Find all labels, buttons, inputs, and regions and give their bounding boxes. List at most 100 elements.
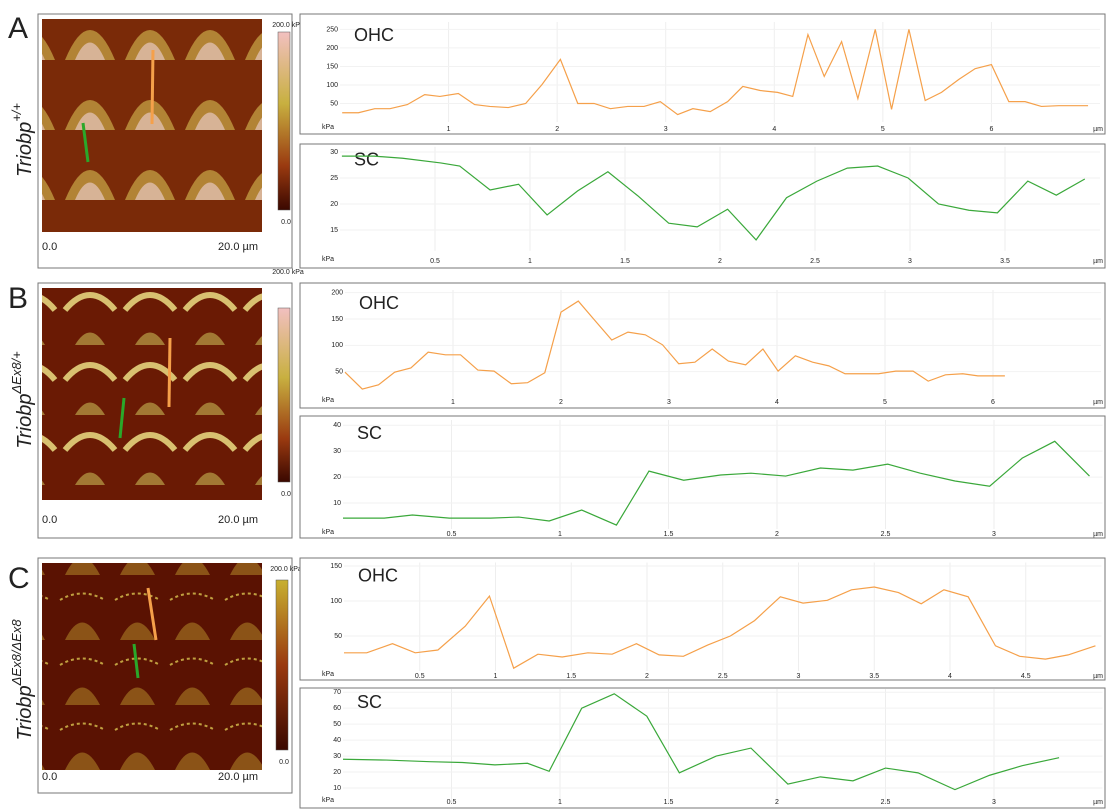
x-tick-label: 0.5 (447, 799, 457, 806)
x-tick-label: 3 (908, 258, 912, 265)
data-line (344, 300, 1005, 390)
data-line (342, 29, 1089, 116)
y-tick-label: 20 (333, 769, 341, 776)
image-b (37, 282, 293, 539)
colorbar-max: 200.0 kPa (272, 22, 304, 29)
chart-frame (299, 687, 1106, 809)
colorbar-min: 0.0 (281, 491, 291, 498)
y-tick-label: 20 (333, 474, 341, 481)
x-tick-label: 1 (558, 531, 562, 538)
y-tick-label: 70 (333, 689, 341, 696)
chart-title: SC (357, 692, 382, 712)
x-tick-label: 2 (555, 126, 559, 133)
x-tick-label: 2 (775, 531, 779, 538)
x-tick-label: 4 (948, 673, 952, 680)
chart-title: OHC (358, 565, 398, 585)
panel-label: B (8, 282, 28, 315)
y-tick-label: 20 (330, 201, 338, 208)
chart-frame (299, 557, 1106, 681)
chart-title: OHC (354, 25, 394, 45)
x-axis-label: µm (1093, 673, 1103, 680)
x-tick-label: 3 (797, 673, 801, 680)
x-tick-label: 3.5 (869, 673, 879, 680)
y-axis-label: kPa (322, 671, 334, 678)
image-c (37, 557, 293, 794)
y-tick-label: 150 (331, 316, 343, 323)
scale-end: 20.0 µm (218, 514, 258, 526)
chart-frame (299, 143, 1106, 269)
x-tick-label: 4 (772, 126, 776, 133)
y-tick-label: 10 (333, 500, 341, 507)
y-tick-label: 40 (333, 737, 341, 744)
scale-end: 20.0 µm (218, 241, 258, 253)
chart-title: SC (354, 150, 379, 170)
x-tick-label: 1 (528, 258, 532, 265)
y-tick-label: 200 (331, 289, 343, 296)
allele: +/+ (9, 103, 24, 122)
y-tick-label: 100 (326, 82, 338, 89)
y-axis-label: kPa (322, 256, 334, 263)
x-axis-label: µm (1093, 531, 1103, 538)
x-tick-label: 3 (992, 799, 996, 806)
colorbar-max: 200.0 kPa (270, 566, 302, 573)
x-tick-label: 2 (775, 799, 779, 806)
x-tick-label: 6 (989, 126, 993, 133)
x-tick-label: 6 (991, 399, 995, 406)
y-tick-label: 25 (330, 175, 338, 182)
y-tick-label: 30 (333, 448, 341, 455)
y-tick-label: 30 (330, 149, 338, 156)
y-tick-label: 100 (330, 598, 342, 605)
chart-title: SC (357, 423, 382, 443)
genotype-label: TriobpΔEx8/ΔEx8 (9, 619, 36, 741)
x-tick-label: 1 (447, 126, 451, 133)
x-tick-label: 3 (664, 126, 668, 133)
y-tick-label: 30 (333, 753, 341, 760)
x-tick-label: 3.5 (1000, 258, 1010, 265)
y-tick-label: 15 (330, 227, 338, 234)
x-axis-label: µm (1093, 399, 1103, 406)
scale-end: 20.0 µm (218, 771, 258, 783)
x-tick-label: 1 (451, 399, 455, 406)
x-tick-label: 0.5 (415, 673, 425, 680)
x-tick-label: 5 (883, 399, 887, 406)
chart-frame (299, 13, 1106, 135)
image-a (37, 13, 293, 269)
x-tick-label: 4 (775, 399, 779, 406)
y-tick-label: 50 (334, 633, 342, 640)
x-axis-label: µm (1093, 799, 1103, 806)
x-tick-label: 1.5 (620, 258, 630, 265)
x-tick-label: 0.5 (447, 531, 457, 538)
panel-label: A (8, 12, 28, 45)
y-tick-label: 150 (326, 63, 338, 70)
x-tick-label: 2 (645, 673, 649, 680)
y-tick-label: 250 (326, 26, 338, 33)
y-tick-label: 150 (330, 563, 342, 570)
allele: ΔEx8/+ (9, 351, 24, 395)
gene: Triobp (14, 122, 36, 177)
x-axis-label: µm (1093, 126, 1103, 133)
y-tick-label: 40 (333, 422, 341, 429)
x-tick-label: 2 (559, 399, 563, 406)
x-tick-label: 2.5 (718, 673, 728, 680)
x-tick-label: 3 (667, 399, 671, 406)
scale-start: 0.0 (42, 514, 57, 526)
y-axis-label: kPa (322, 797, 334, 804)
data-line (344, 586, 1096, 670)
x-tick-label: 1.5 (664, 799, 674, 806)
colorbar-min: 0.0 (279, 759, 289, 766)
y-tick-label: 200 (326, 45, 338, 52)
x-tick-label: 1 (494, 673, 498, 680)
y-axis-label: kPa (322, 124, 334, 131)
x-tick-label: 2.5 (810, 258, 820, 265)
colorbar-min: 0.0 (281, 219, 291, 226)
x-tick-label: 2 (718, 258, 722, 265)
y-axis-label: kPa (322, 397, 334, 404)
data-line (341, 155, 1086, 241)
chart-title: OHC (359, 293, 399, 313)
y-tick-label: 50 (330, 100, 338, 107)
data-line (343, 440, 1090, 526)
y-tick-label: 50 (335, 369, 343, 376)
genotype-label: Triobp+/+ (9, 103, 36, 177)
